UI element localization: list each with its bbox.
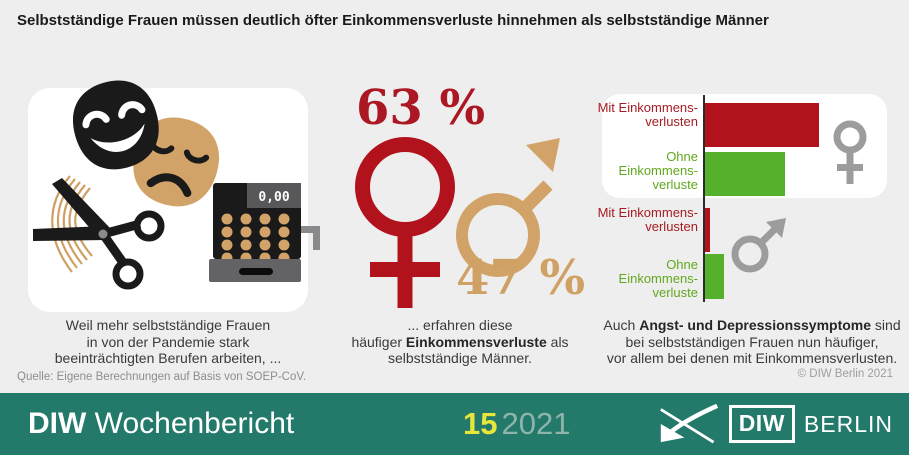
chart-axis bbox=[703, 95, 705, 302]
male-symbol-gray-icon bbox=[731, 218, 786, 273]
female-percentage: 63 % bbox=[356, 80, 486, 136]
bar-female-mit bbox=[705, 103, 819, 147]
footer-bar: DIW Wochenbericht 15 2021 DIW BERLIN bbox=[0, 393, 909, 455]
female-symbol-icon bbox=[355, 137, 455, 308]
right-caption: Auch Angst- und Depressionssymptome sind… bbox=[597, 317, 907, 367]
left-caption-line: beeinträchtigten Berufen arbeiten, ... bbox=[54, 350, 282, 366]
right-caption-line: vor allem bei denen mit Einkommensverlus… bbox=[606, 350, 898, 366]
label-female-mit: Mit Einkommens- verlusten bbox=[597, 100, 698, 129]
left-caption-line: in von der Pandemie stark bbox=[86, 333, 250, 350]
middle-caption: ... erfahren diese häufiger Einkommensve… bbox=[330, 317, 590, 367]
diw-logo-mark-icon bbox=[659, 404, 718, 444]
register-display: 0,00 bbox=[258, 190, 289, 205]
middle-caption-line: häufiger Einkommensverluste als bbox=[351, 333, 569, 350]
brand-diw: DIW bbox=[28, 407, 87, 440]
right-caption-line: bei selbstständigen Frauen nun häufiger, bbox=[625, 333, 879, 350]
bar-female-ohne bbox=[705, 152, 785, 196]
page-title: Selbstständige Frauen müssen deutlich öf… bbox=[17, 12, 769, 29]
middle-caption-line: ... erfahren diese bbox=[407, 317, 513, 333]
right-caption-line: Auch Angst- und Depressionssymptome sind bbox=[603, 317, 901, 333]
label-male-mit: Mit Einkommens- verlusten bbox=[597, 205, 698, 234]
comedy-mask-icon bbox=[73, 80, 159, 170]
female-symbol-gray-icon bbox=[833, 120, 867, 184]
publication-brand: DIW Wochenbericht bbox=[28, 407, 294, 441]
brand-wochenbericht: Wochenbericht bbox=[94, 407, 295, 440]
scissors-icon bbox=[33, 178, 165, 290]
left-caption-line: Weil mehr selbstständige Frauen bbox=[65, 317, 271, 333]
middle-caption-line: selbstständige Männer. bbox=[388, 350, 532, 366]
diw-berlin-logo: DIW BERLIN bbox=[658, 393, 893, 455]
logo-berlin-text: BERLIN bbox=[803, 410, 893, 437]
label-female-ohne: Ohne Einkommens- verluste bbox=[618, 149, 698, 192]
label-male-ohne: Ohne Einkommens- verluste bbox=[618, 257, 698, 300]
left-caption: Weil mehr selbstständige Frauen in von d… bbox=[28, 317, 308, 367]
pandemic-professions-illustration: 0,00 bbox=[33, 80, 320, 290]
bar-male-mit bbox=[705, 208, 710, 252]
bar-male-ohne bbox=[705, 254, 724, 299]
gender-symbols bbox=[355, 137, 560, 308]
cash-register-icon: 0,00 bbox=[209, 183, 320, 282]
male-percentage: 47 % bbox=[456, 250, 586, 306]
male-symbol-icon bbox=[456, 138, 560, 277]
copyright-note: © DIW Berlin 2021 bbox=[797, 368, 893, 380]
source-note: Quelle: Eigene Berechnungen auf Basis vo… bbox=[17, 371, 307, 383]
issue-number: 15 2021 bbox=[463, 406, 571, 441]
logo-diw-box: DIW bbox=[728, 405, 795, 443]
